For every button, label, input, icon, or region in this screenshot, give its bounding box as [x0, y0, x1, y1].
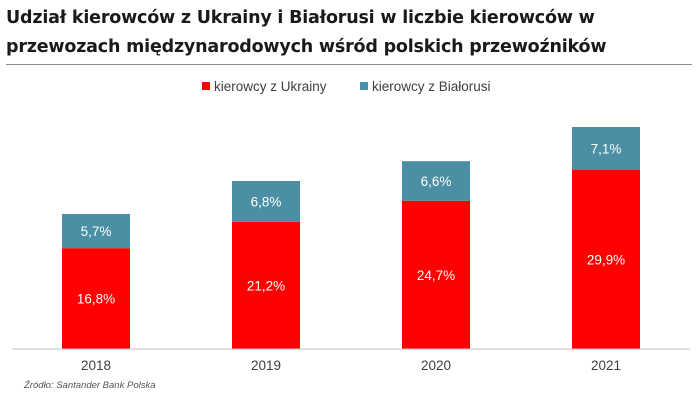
x-tick-2018: 2018 — [81, 358, 111, 373]
source-note: Źródło: Santander Bank Polska — [24, 380, 156, 391]
legend-label-belarus: kierowcy z Białorusi — [372, 79, 491, 94]
legend-swatch-belarus — [360, 82, 368, 90]
data-label-ukraine-2019: 21,2% — [247, 278, 285, 293]
bar-belarus-2020 — [402, 161, 470, 201]
bar-ukraine-2019 — [232, 221, 300, 349]
bars: 16,8% 5,7% 21,2% 6,8% 24,7% 6,6% 29,9% 7,1% — [62, 127, 640, 349]
stacked-bar-chart: kierowcy z Ukrainy kierowcy z Białorusi 1… — [12, 79, 690, 373]
bar-belarus-2021 — [572, 127, 640, 170]
legend: kierowcy z Ukrainy kierowcy z Białorusi — [202, 79, 491, 94]
legend-swatch-ukraine — [202, 82, 210, 90]
data-label-ukraine-2020: 24,7% — [417, 268, 455, 283]
bar-belarus-2019 — [232, 181, 300, 222]
x-tick-2019: 2019 — [251, 358, 281, 373]
data-label-belarus-2020: 6,6% — [421, 174, 452, 189]
data-label-ukraine-2018: 16,8% — [77, 292, 115, 307]
bar-belarus-2018 — [62, 214, 130, 249]
chart-title: Udział kierowców z Ukrainy i Białorusi w… — [6, 8, 607, 57]
data-label-belarus-2018: 5,7% — [81, 224, 112, 239]
legend-label-ukraine: kierowcy z Ukrainy — [214, 79, 327, 94]
x-tick-2021: 2021 — [591, 358, 621, 373]
bar-ukraine-2018 — [62, 248, 130, 349]
x-tick-labels: 2018 2019 2020 2021 — [81, 358, 621, 373]
data-label-ukraine-2021: 29,9% — [587, 252, 625, 267]
title-divider — [6, 64, 692, 65]
bar-ukraine-2020 — [402, 200, 470, 349]
data-label-belarus-2019: 6,8% — [251, 194, 282, 209]
bar-ukraine-2021 — [572, 169, 640, 349]
x-tick-2020: 2020 — [421, 358, 451, 373]
data-label-belarus-2021: 7,1% — [591, 141, 622, 156]
